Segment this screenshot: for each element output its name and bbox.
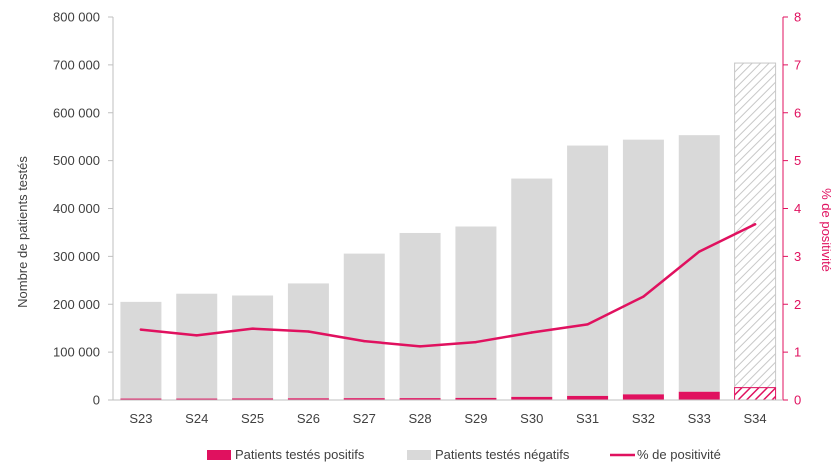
axes-group <box>112 17 784 401</box>
y-right-tick-label: 5 <box>794 153 801 168</box>
positivity-point-S31 <box>586 323 589 326</box>
positivity-point-S28 <box>418 345 422 348</box>
bars-group <box>120 62 777 401</box>
bar-negative-S32 <box>622 139 664 395</box>
legend-label-line: % de positivité <box>637 447 721 462</box>
y-axis-ticks-left: 0 100 000 200 000 300 000 400 000 500 000 600 … <box>53 10 113 408</box>
legend-label-negative: Patients testés négatifs <box>435 447 570 462</box>
y-right-tick-label: 2 <box>794 297 801 312</box>
bar-negative-S30 <box>511 178 553 397</box>
x-tick-label-S27: S27 <box>353 411 376 426</box>
y-axis-title-right: % de positivité <box>819 188 831 272</box>
positivity-point-S32 <box>642 295 645 298</box>
y-right-tick-label: 7 <box>794 57 801 72</box>
x-tick-label-S33: S33 <box>688 411 711 426</box>
x-tick-label-S26: S26 <box>297 411 320 426</box>
y-tick-label: 300 000 <box>53 249 100 264</box>
legend-label-positive: Patients testés positifs <box>235 447 365 462</box>
bar-negative-S25 <box>232 295 274 399</box>
y-right-tick-label: 1 <box>794 345 801 360</box>
y-right-tick-label: 8 <box>794 10 801 25</box>
legend-swatch-negative <box>407 450 431 460</box>
bar-positive-S30 <box>511 396 553 400</box>
y-axis-ticks-right: 0 1 2 3 4 5 6 7 8 <box>783 10 801 408</box>
x-tick-label-S23: S23 <box>129 411 152 426</box>
positivity-point-S29 <box>474 340 478 344</box>
positivity-line <box>139 223 757 348</box>
x-tick-label-S31: S31 <box>576 411 599 426</box>
legend-swatch-positive <box>207 450 231 460</box>
x-tick-label-S29: S29 <box>464 411 487 426</box>
bar-negative-S27 <box>343 253 385 399</box>
legend: Patients testés positifs Patients testés… <box>207 447 721 462</box>
positivity-point-S30 <box>530 331 533 334</box>
x-tick-label-S25: S25 <box>241 411 264 426</box>
left-axis-title-group: Nombre de patients testés <box>15 156 30 308</box>
bar-negative-S23 <box>120 301 162 399</box>
positivity-point-S34 <box>753 223 757 226</box>
y-tick-label: 600 000 <box>53 105 100 120</box>
x-tick-label-S30: S30 <box>520 411 543 426</box>
y-tick-label: 200 000 <box>53 297 100 312</box>
bar-negative-S29 <box>455 226 497 398</box>
bar-positive-S31 <box>567 395 609 400</box>
y-axis-title: Nombre de patients testés <box>15 156 30 308</box>
right-axis-title-group: % de positivité <box>819 188 831 272</box>
bar-positive-S29 <box>455 397 497 400</box>
bar-negative-S26 <box>287 283 329 399</box>
positivity-point-S23 <box>139 328 143 331</box>
x-tick-label-S28: S28 <box>409 411 432 426</box>
bar-negative-S28 <box>399 232 441 399</box>
positivity-line-group <box>139 223 757 348</box>
positivity-point-S24 <box>195 334 198 337</box>
y-tick-label: 500 000 <box>53 153 100 168</box>
y-right-tick-label: 3 <box>794 249 801 264</box>
bar-positive-S24 <box>176 398 218 400</box>
bar-positive-S34 <box>734 387 777 401</box>
bar-negative-S24 <box>176 293 218 399</box>
bar-positive-S33 <box>678 391 720 400</box>
x-axis-ticks: S23 S24 S25 S26 S27 S28 S29 S30 S31 S32 S33 S34 <box>129 411 766 426</box>
y-right-tick-label: 4 <box>794 201 801 216</box>
positivity-point-S25 <box>251 327 254 330</box>
bar-positive-S32 <box>622 394 664 400</box>
y-tick-label: 0 <box>93 393 100 408</box>
bar-negative-S31 <box>567 145 609 396</box>
y-right-tick-label: 0 <box>794 393 801 408</box>
bar-positive-S23 <box>120 398 162 400</box>
bar-positive-S25 <box>232 398 274 400</box>
bar-positive-S27 <box>343 398 385 400</box>
x-tick-label-S24: S24 <box>185 411 208 426</box>
bar-positive-S28 <box>399 398 441 400</box>
x-tick-label-S34: S34 <box>744 411 767 426</box>
positivity-point-S27 <box>363 339 366 343</box>
y-right-tick-label: 6 <box>794 105 801 120</box>
positivity-point-S26 <box>307 330 310 333</box>
x-tick-label-S32: S32 <box>632 411 655 426</box>
bar-positive-S26 <box>287 398 329 400</box>
y-tick-label: 100 000 <box>53 345 100 360</box>
positivity-point-S33 <box>698 250 701 253</box>
y-tick-label: 700 000 <box>53 57 100 72</box>
y-tick-label: 400 000 <box>53 201 100 216</box>
y-tick-label: 800 000 <box>53 10 100 25</box>
